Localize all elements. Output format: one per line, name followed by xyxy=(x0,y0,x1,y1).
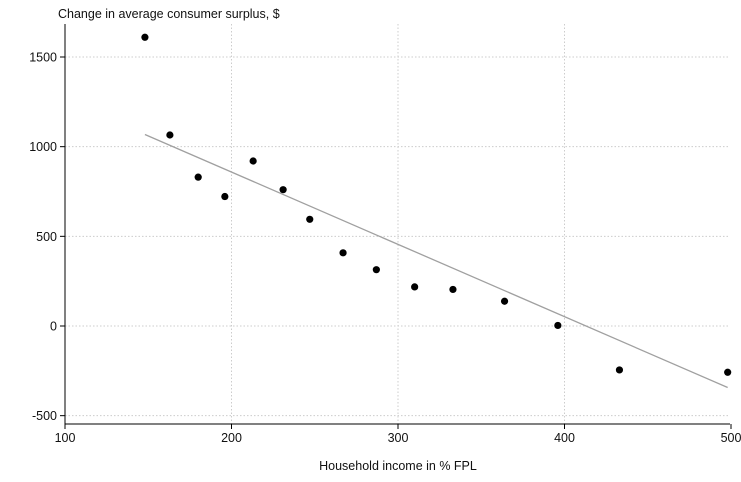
data-point xyxy=(339,249,347,257)
x-tick-label: 200 xyxy=(221,431,242,445)
data-point xyxy=(372,266,380,274)
data-point xyxy=(500,297,509,305)
y-tick-label: 1500 xyxy=(29,51,57,65)
x-tick-label: 100 xyxy=(55,431,76,445)
x-tick-label: 400 xyxy=(554,431,575,445)
data-point xyxy=(411,283,419,291)
x-axis-label: Household income in % FPL xyxy=(319,459,477,473)
data-point xyxy=(279,186,287,194)
fit-line-layer xyxy=(144,133,728,389)
chart-title: Change in average consumer surplus, $ xyxy=(58,7,280,21)
axes: 100 200 300 400 500 -500 0 500 1000 1500 xyxy=(29,24,741,445)
y-tick-label: -500 xyxy=(32,409,57,423)
data-point xyxy=(554,321,562,330)
data-point xyxy=(194,173,202,181)
x-tick-label: 300 xyxy=(388,431,409,445)
data-point xyxy=(141,33,149,41)
data-point xyxy=(221,192,229,201)
data-point xyxy=(249,157,257,165)
data-point xyxy=(166,131,174,139)
x-tick-label: 500 xyxy=(721,431,741,445)
fit-line xyxy=(144,133,728,389)
y-tick-label: 500 xyxy=(36,230,57,244)
data-point xyxy=(449,285,457,294)
grid xyxy=(65,24,730,424)
data-points xyxy=(141,33,732,376)
data-point xyxy=(615,366,624,374)
y-tick-label: 0 xyxy=(50,320,57,334)
data-point xyxy=(724,368,732,376)
y-tick-label: 1000 xyxy=(29,140,57,154)
data-point xyxy=(306,215,314,223)
